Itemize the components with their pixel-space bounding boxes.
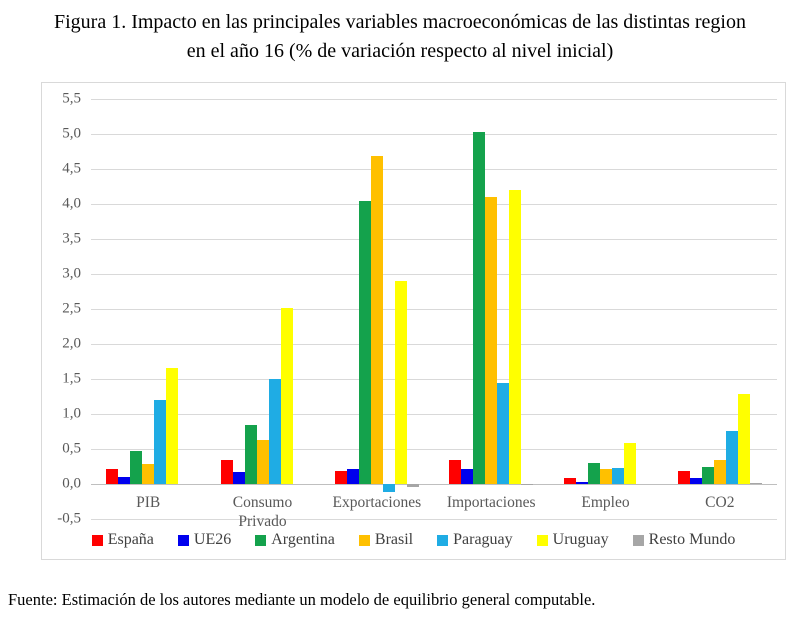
bar-uruguay-importaciones — [509, 190, 522, 484]
bar-brasil-exportaciones — [370, 156, 383, 484]
gridline — [91, 309, 777, 310]
gridline — [91, 99, 777, 100]
legend-item-brasil: Brasil — [358, 531, 414, 549]
bar-uruguay-co2 — [737, 393, 750, 484]
y-tick-label: 2,5 — [62, 300, 81, 317]
y-tick-label: 3,0 — [62, 265, 81, 282]
y-tick-label: 5,0 — [62, 125, 81, 142]
bar-ue26-empleo — [575, 481, 588, 484]
figure-title-line2: en el año 16 (% de variación respecto al… — [186, 40, 614, 62]
figure-title: Figura 1. Impacto en las principales var… — [0, 8, 800, 66]
bar-brasil-importaciones — [485, 197, 498, 484]
legend-label: Argentina — [271, 531, 335, 548]
chart-legend: España UE26 Argentina Brasil Paraguay Uruguay… — [42, 531, 785, 549]
legend-item-ue26: UE26 — [177, 531, 232, 549]
legend-swatch-icon — [255, 534, 267, 546]
y-tick-label: 1,0 — [62, 405, 81, 422]
y-tick-label: 0,5 — [62, 440, 81, 457]
chart-area: 5,5 5,0 4,5 4,0 3,5 3,0 2,5 2,0 1,5 1,0 0,5 0,0 -0,5… — [41, 82, 786, 560]
category-label-exportaciones: Exportaciones — [332, 494, 422, 511]
y-tick-label: 4,5 — [62, 160, 81, 177]
category-label-consumo-privado: Consumo Privado — [232, 494, 293, 531]
bar-paraguay-importaciones — [497, 383, 510, 484]
bar-ue26-consumo-privado — [232, 472, 245, 484]
bar-uruguay-consumo-privado — [280, 307, 293, 484]
bar-argentina-co2 — [701, 466, 714, 484]
legend-label: Brasil — [374, 531, 414, 548]
bar-brasil-co2 — [713, 459, 726, 484]
category-label-empleo: Empleo — [581, 494, 630, 511]
legend-item-paraguay: Paraguay — [437, 531, 513, 549]
bar-espa-a-exportaciones — [334, 471, 347, 484]
legend-swatch-icon — [536, 534, 548, 546]
bar-espa-a-pib — [106, 468, 119, 484]
gridline — [91, 134, 777, 135]
bar-espa-a-importaciones — [449, 460, 462, 484]
source-note: Fuente: Estimación de los autores median… — [8, 590, 596, 609]
gridline — [91, 169, 777, 170]
legend-item-uruguay: Uruguay — [536, 531, 609, 549]
legend-item-argentina: Argentina — [255, 531, 335, 549]
gridline — [91, 344, 777, 345]
bar-argentina-consumo-privado — [244, 424, 257, 484]
legend-swatch-icon — [632, 534, 644, 546]
legend-swatch-icon — [91, 534, 103, 546]
bar-espa-a-co2 — [677, 470, 690, 484]
category-label-pib: PIB — [136, 494, 161, 511]
x-axis-line — [91, 484, 777, 485]
category-label-co2: CO2 — [705, 494, 735, 511]
bar-argentina-importaciones — [473, 131, 486, 484]
bar-ue26-importaciones — [461, 469, 474, 484]
bar-argentina-exportaciones — [358, 201, 371, 484]
bar-paraguay-pib — [154, 400, 167, 484]
bar-brasil-empleo — [599, 468, 612, 484]
gridline — [91, 379, 777, 380]
legend-item-espa-a: España — [91, 531, 154, 549]
y-tick-label: 5,5 — [62, 90, 81, 107]
bar-espa-a-empleo — [563, 477, 576, 484]
legend-swatch-icon — [437, 534, 449, 546]
bar-paraguay-empleo — [611, 467, 624, 484]
bar-resto-mundo-exportaciones — [406, 484, 419, 487]
bar-ue26-pib — [118, 477, 131, 484]
y-tick-label: 1,5 — [62, 370, 81, 387]
figure-title-line1: Figura 1. Impacto en las principales var… — [53, 11, 746, 33]
legend-label: Paraguay — [453, 531, 513, 548]
gridline — [91, 239, 777, 240]
legend-swatch-icon — [177, 534, 189, 546]
bar-paraguay-consumo-privado — [268, 379, 281, 484]
bar-resto-mundo-importaciones — [521, 484, 534, 486]
bar-ue26-exportaciones — [346, 469, 359, 484]
bar-ue26-co2 — [689, 477, 702, 484]
y-tick-label: 3,5 — [62, 230, 81, 247]
y-tick-label: 2,0 — [62, 335, 81, 352]
legend-label: UE26 — [193, 531, 232, 548]
bar-espa-a-consumo-privado — [220, 460, 233, 484]
y-tick-label: 0,0 — [62, 475, 81, 492]
bar-uruguay-exportaciones — [394, 281, 407, 484]
bar-argentina-pib — [130, 451, 143, 484]
legend-label: Resto Mundo — [648, 531, 736, 548]
bar-uruguay-pib — [166, 367, 179, 484]
gridline — [91, 274, 777, 275]
bar-uruguay-empleo — [623, 443, 636, 484]
bar-brasil-consumo-privado — [256, 439, 269, 484]
bar-paraguay-co2 — [725, 430, 738, 484]
bar-resto-mundo-co2 — [749, 483, 762, 484]
plot-area: 5,5 5,0 4,5 4,0 3,5 3,0 2,5 2,0 1,5 1,0 0,5 0,0 -0,5… — [57, 91, 777, 530]
bar-paraguay-exportaciones — [382, 484, 395, 492]
y-tick-label: 4,0 — [62, 195, 81, 212]
y-tick-label: -0,5 — [57, 510, 81, 527]
gridline — [91, 449, 777, 450]
legend-swatch-icon — [358, 534, 370, 546]
bar-argentina-empleo — [587, 463, 600, 484]
bar-brasil-pib — [142, 463, 155, 484]
legend-label: España — [107, 531, 154, 548]
gridline — [91, 414, 777, 415]
gridline — [91, 519, 777, 520]
category-label-importaciones: Importaciones — [446, 494, 536, 511]
legend-item-resto-mundo: Resto Mundo — [632, 531, 736, 549]
gridline — [91, 204, 777, 205]
legend-label: Uruguay — [552, 531, 609, 548]
